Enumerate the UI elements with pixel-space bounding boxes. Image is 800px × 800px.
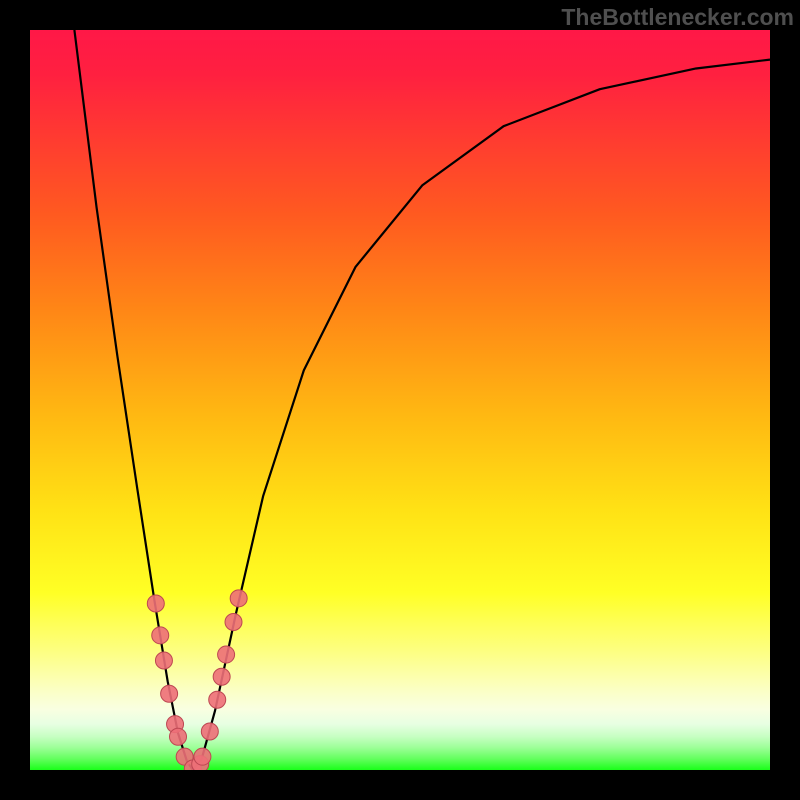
data-marker — [230, 590, 247, 607]
data-marker — [161, 685, 178, 702]
data-marker — [225, 614, 242, 631]
data-marker — [152, 627, 169, 644]
chart-frame: TheBottlenecker.com — [0, 0, 800, 800]
data-marker — [213, 668, 230, 685]
data-marker — [209, 691, 226, 708]
gradient-background — [30, 30, 770, 770]
data-marker — [155, 652, 172, 669]
data-marker — [218, 646, 235, 663]
data-marker — [147, 595, 164, 612]
data-marker — [194, 748, 211, 765]
data-marker — [201, 723, 218, 740]
plot-area — [30, 30, 770, 770]
data-marker — [170, 728, 187, 745]
watermark-text: TheBottlenecker.com — [561, 4, 794, 31]
bottleneck-chart — [30, 30, 770, 770]
